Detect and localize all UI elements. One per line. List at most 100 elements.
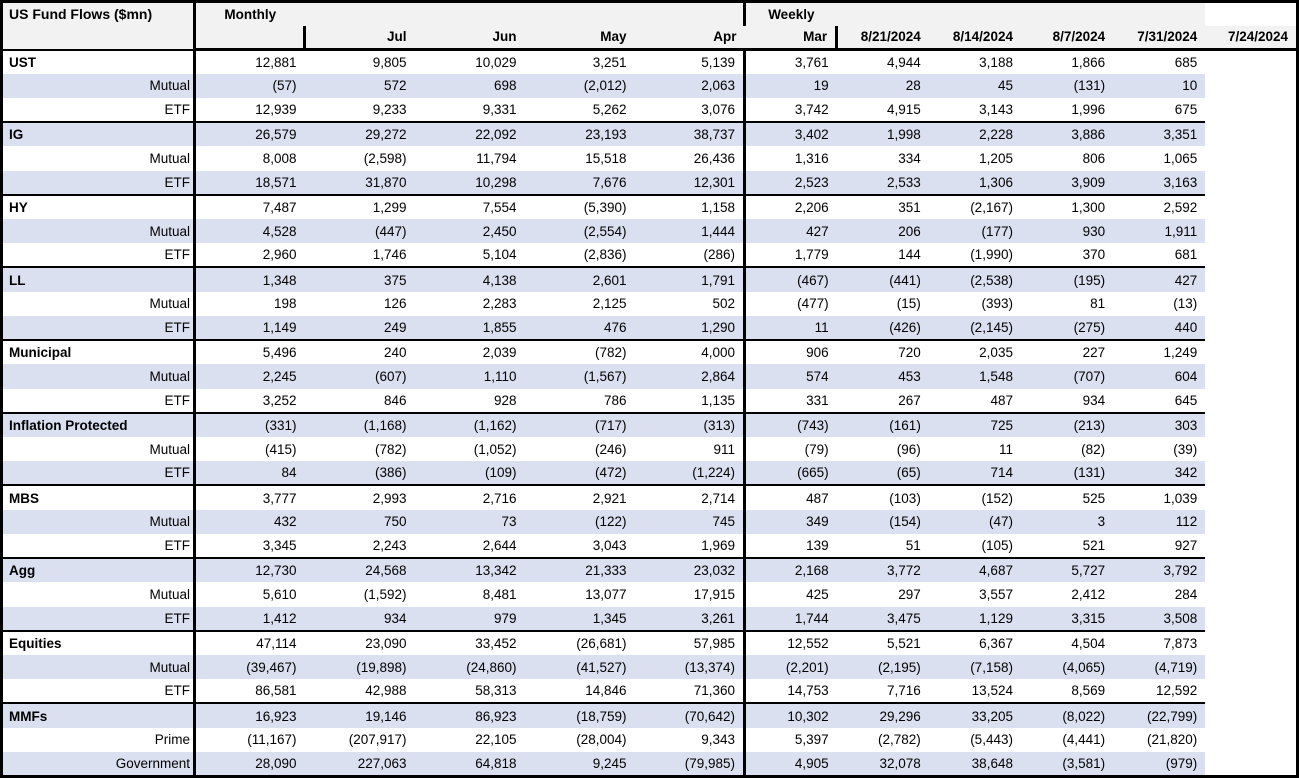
weekly-value-cell: (426) [836, 315, 929, 341]
monthly-value-cell: (13,374) [634, 654, 745, 680]
table-row: ETF 1,412 934 979 1,345 3,261 1,744 3,475 1,129 3… [1, 606, 1298, 631]
weekly-value-cell: 645 [1113, 388, 1206, 413]
weekly-value-cell: 1,548 [928, 364, 1021, 389]
weekly-value-cell: 427 [742, 219, 837, 244]
monthly-value-cell: (109) [414, 461, 525, 486]
weekly-value-cell: 4,944 [836, 48, 929, 74]
monthly-value-cell: 9,805 [304, 48, 415, 74]
monthly-value-cell: (19,898) [304, 654, 415, 680]
weekly-value-cell: 453 [836, 364, 929, 389]
monthly-value-cell: (26,681) [524, 629, 635, 655]
monthly-value-cell: 4,138 [414, 266, 525, 292]
table-row: MMFs 16,923 19,146 86,923 (18,759) (70,642) 10… [1, 702, 1298, 728]
monthly-value-cell: 2,245 [193, 364, 305, 389]
weekly-value-cell: 38,648 [928, 751, 1021, 777]
weekly-value-cell: (5,443) [928, 727, 1021, 752]
weekly-value-cell: (154) [836, 509, 929, 534]
monthly-value-cell: 7,487 [193, 193, 305, 220]
weekly-value-cell: 2,592 [1113, 193, 1206, 220]
weekly-value-cell: 1,306 [928, 170, 1021, 195]
table-row: Mutual 5,610 (1,592) 8,481 13,077 17,915 425 29… [1, 582, 1298, 607]
row-label-category: MBS [1, 484, 196, 510]
monthly-value-cell: (2,554) [524, 219, 635, 244]
monthly-value-cell: 18,571 [193, 170, 305, 195]
weekly-value-cell: (2,145) [928, 315, 1021, 341]
weekly-value-cell: 11 [742, 315, 837, 341]
weekly-value-cell: (161) [836, 411, 929, 437]
row-label-sub: ETF [1, 388, 196, 413]
weekly-value-cell: 1,911 [1113, 219, 1206, 244]
weekly-value-cell: 934 [1020, 388, 1114, 413]
weekly-value-cell: 2,206 [742, 193, 837, 220]
monthly-value-cell: 23,090 [304, 629, 415, 655]
monthly-column-header: Jun [414, 25, 525, 51]
monthly-value-cell: 10,298 [414, 170, 525, 195]
weekly-value-cell: 2,412 [1020, 582, 1114, 607]
table-row: Mutual (415) (782) (1,052) (246) 911 (79) (96) 1… [1, 437, 1298, 462]
weekly-value-cell: 685 [1113, 48, 1206, 74]
weekly-value-cell: 4,687 [928, 557, 1021, 583]
table-body: UST 12,881 9,805 10,029 3,251 5,139 3,761 4,944… [1, 48, 1298, 777]
weekly-value-cell: 525 [1020, 484, 1114, 510]
weekly-value-cell: (8,022) [1020, 702, 1114, 728]
monthly-value-cell: 2,283 [414, 291, 525, 316]
row-label-sub: Mutual [1, 654, 196, 680]
row-label-sub: ETF [1, 170, 196, 195]
monthly-value-cell: (1,567) [524, 364, 635, 389]
monthly-value-cell: 16,923 [193, 702, 305, 728]
weekly-value-cell: 3 [1020, 509, 1114, 534]
row-label-sub: ETF [1, 606, 196, 631]
monthly-value-cell: 29,272 [304, 121, 415, 147]
weekly-value-cell: 681 [1113, 243, 1206, 268]
weekly-value-cell: 3,315 [1020, 606, 1114, 631]
monthly-value-cell: 476 [524, 315, 635, 341]
monthly-value-cell: (11,167) [193, 727, 305, 752]
monthly-value-cell: 47,114 [193, 629, 305, 655]
monthly-value-cell: 198 [193, 291, 305, 316]
weekly-value-cell: 2,035 [928, 339, 1021, 365]
monthly-value-cell: 19,146 [304, 702, 415, 728]
monthly-value-cell: (1,168) [304, 411, 415, 437]
weekly-value-cell: (213) [1020, 411, 1114, 437]
weekly-value-cell: (65) [836, 461, 929, 486]
monthly-value-cell: 57,985 [634, 629, 745, 655]
monthly-value-cell: 84 [193, 461, 305, 486]
weekly-value-cell: 3,163 [1113, 170, 1206, 195]
table-row: ETF 18,571 31,870 10,298 7,676 12,301 2,523 2,5… [1, 170, 1298, 195]
weekly-value-cell: 1,316 [742, 146, 837, 171]
monthly-value-cell: 1,290 [634, 315, 745, 341]
monthly-value-cell: 1,110 [414, 364, 525, 389]
monthly-value-cell: 1,135 [634, 388, 745, 413]
weekly-value-cell: 45 [928, 73, 1021, 98]
monthly-value-cell: 1,348 [193, 266, 305, 292]
monthly-value-cell: (1,162) [414, 411, 525, 437]
monthly-column-header: Jul [303, 25, 415, 51]
weekly-value-cell: 5,397 [742, 727, 837, 752]
weekly-value-cell: (2,195) [836, 654, 929, 680]
weekly-value-cell: 14,753 [742, 679, 837, 704]
table-row: Mutual 432 750 73 (122) 745 349 (154) (47) 3 112 [1, 509, 1298, 534]
weekly-value-cell: (22,799) [1113, 702, 1206, 728]
weekly-value-cell: 1,300 [1020, 193, 1114, 220]
weekly-value-cell: 32,078 [836, 751, 929, 777]
monthly-value-cell: 9,245 [524, 751, 635, 777]
weekly-value-cell: 487 [928, 388, 1021, 413]
table-row: ETF 2,960 1,746 5,104 (2,836) (286) 1,779 144 (1… [1, 243, 1298, 268]
weekly-value-cell: 144 [836, 243, 929, 268]
monthly-value-cell: 1,158 [634, 193, 745, 220]
monthly-group-header: Monthly [193, 1, 305, 26]
weekly-value-cell: 3,772 [836, 557, 929, 583]
row-label-category: Agg [1, 557, 196, 583]
row-label-sub: Mutual [1, 146, 196, 171]
weekly-value-cell: 440 [1113, 315, 1206, 341]
monthly-value-cell: 5,262 [524, 97, 635, 123]
monthly-value-cell: 26,579 [193, 121, 305, 147]
monthly-value-cell: 5,104 [414, 243, 525, 268]
monthly-value-cell: 3,043 [524, 533, 635, 559]
table-row: ETF 1,149 249 1,855 476 1,290 11 (426) (2,145) (2… [1, 315, 1298, 341]
monthly-value-cell: 9,331 [414, 97, 525, 123]
weekly-value-cell: 227 [1020, 339, 1114, 365]
weekly-value-cell: 297 [836, 582, 929, 607]
weekly-column-header: 8/7/2024 [1020, 25, 1114, 51]
